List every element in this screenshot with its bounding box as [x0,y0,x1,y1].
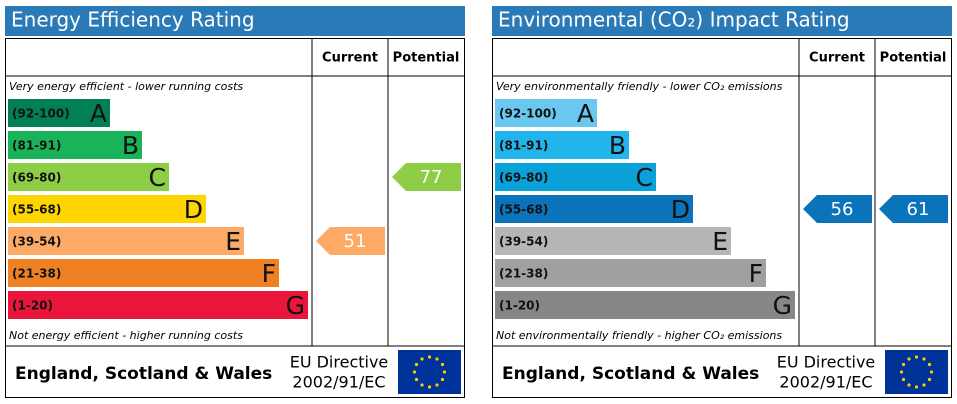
potential-arrow [879,195,948,223]
top-note: Very environmentally friendly - lower CO… [496,80,783,93]
header-current: Current [809,51,865,66]
rating-band [8,291,308,319]
rating-band [495,163,656,191]
flag-star [927,362,932,367]
flag-star [929,370,934,374]
band-letter: C [636,163,653,192]
band-letter: E [712,227,728,256]
flag-star [901,377,906,382]
band-range: (81-91) [499,139,548,153]
header-potential: Potential [880,51,947,66]
band-letter: D [184,195,203,224]
band-range: (1-20) [499,299,540,313]
band-range: (92-100) [499,107,557,121]
band-letter: B [122,131,139,160]
band-range: (1-20) [12,299,53,313]
band-range: (39-54) [499,235,548,249]
footer-region: England, Scotland & Wales [502,364,759,384]
header-current: Current [322,51,378,66]
flag-star [427,355,432,359]
flag-star [907,357,911,361]
flag-star [440,377,445,382]
potential-value: 77 [420,167,443,188]
band-letter: A [90,99,107,128]
current-arrow [803,195,872,223]
band-letter: G [286,291,305,320]
title-bar [5,6,465,36]
band-range: (55-68) [12,203,61,217]
band-range: (81-91) [12,139,61,153]
band-range: (55-68) [499,203,548,217]
flag-star [435,357,439,361]
bottom-note: Not energy efficient - higher running co… [9,329,243,342]
flag-star [412,370,417,374]
band-letter: C [149,163,166,192]
current-arrow [316,227,385,255]
band-letter: D [671,195,690,224]
flag-star [907,383,911,387]
band-letter: F [262,259,276,288]
directive-line2: 2002/91/EC [292,373,385,392]
band-letter: G [773,291,792,320]
rating-band [8,259,279,287]
flag-star [927,377,932,382]
rating-band [495,99,597,127]
bottom-note: Not environmentally friendly - higher CO… [496,329,782,342]
flag-star [427,385,432,389]
band-range: (69-80) [12,171,61,185]
footer-region: England, Scotland & Wales [15,364,272,384]
band-letter: E [225,227,241,256]
band-range: (92-100) [12,107,70,121]
rating-band [495,259,766,287]
flag-star [440,362,445,367]
flag-star [922,383,926,387]
potential-value: 61 [907,199,930,220]
flag-star [435,383,439,387]
panel-title: Environmental (CO₂) Impact Rating [498,8,850,32]
directive-line1: EU Directive [290,353,389,372]
rating-band [8,227,244,255]
band-letter: B [609,131,626,160]
flag-star [420,383,424,387]
rating-band [495,227,731,255]
rating-band [8,163,169,191]
panel-title: Energy Efficiency Rating [11,8,255,32]
header-potential: Potential [393,51,460,66]
rating-band [495,291,795,319]
flag-star [899,370,904,374]
rating-band [495,195,693,223]
rating-band [495,131,629,159]
band-letter: F [749,259,763,288]
flag-star [442,370,447,374]
flag-star [414,377,419,382]
flag-star [414,362,419,367]
band-range: (21-38) [499,267,548,281]
band-range: (39-54) [12,235,61,249]
rating-band [8,131,142,159]
directive-line2: 2002/91/EC [779,373,872,392]
flag-star [914,385,919,389]
current-value: 51 [344,231,367,252]
flag-star [901,362,906,367]
current-value: 56 [831,199,854,220]
title-bar [492,6,952,36]
flag-star [914,355,919,359]
rating-band [8,195,206,223]
band-letter: A [577,99,594,128]
flag-star [420,357,424,361]
top-note: Very energy efficient - lower running co… [9,80,243,93]
band-range: (69-80) [499,171,548,185]
directive-line1: EU Directive [777,353,876,372]
potential-arrow [392,163,461,191]
band-range: (21-38) [12,267,61,281]
rating-band [8,99,110,127]
flag-star [922,357,926,361]
